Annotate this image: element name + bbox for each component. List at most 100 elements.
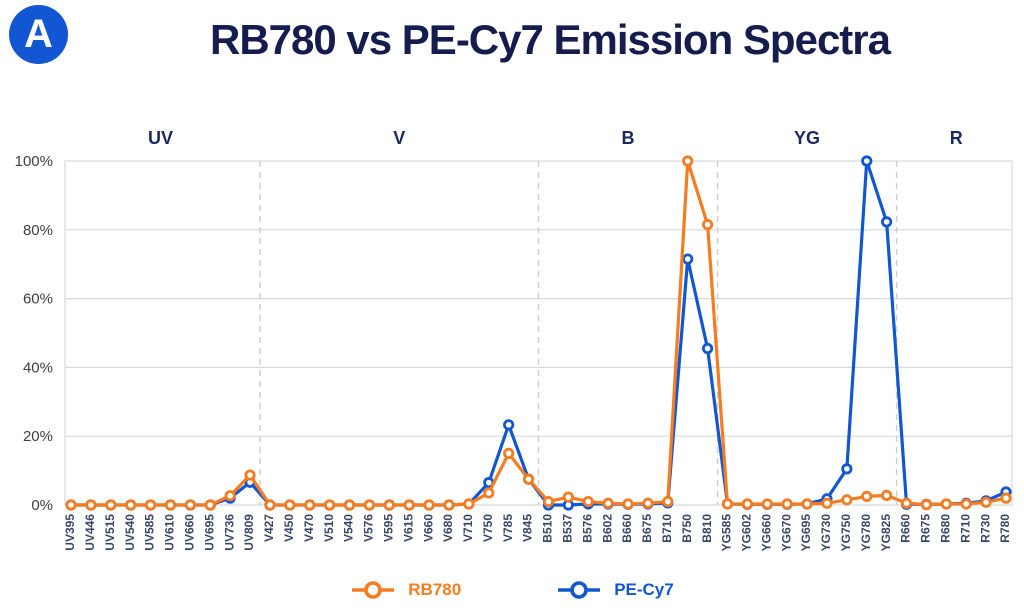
x-tick-label: YG750: [839, 514, 853, 552]
x-tick-label: R730: [978, 514, 992, 543]
x-tick-label: UV610: [163, 514, 177, 551]
data-point-rb780-V660: [423, 499, 435, 511]
group-label-r: R: [950, 128, 963, 148]
data-point-rb780-YG730: [821, 497, 833, 509]
x-tick-label: UV395: [63, 514, 77, 551]
data-point-rb780-R675: [920, 499, 933, 511]
figure-panel-label: A: [9, 5, 68, 64]
data-point-rb780-R660: [900, 497, 913, 509]
x-tick-label: V470: [302, 514, 316, 542]
data-point-rb780-YG585: [721, 498, 734, 510]
chart-plot-area: 0% 20% 40% 60% 80% 100% UV V B YG R UV395 UV446 UV515…: [15, 128, 1013, 552]
data-point-rb780-B675: [642, 497, 654, 509]
chart-legend: RB780 PE-Cy7: [0, 570, 1024, 610]
x-tick-label: B750: [680, 514, 694, 543]
data-point-rb780-V510: [324, 499, 336, 511]
x-tick-label: YG730: [819, 514, 833, 552]
data-point-rb780-V785: [503, 447, 515, 459]
data-point-rb780-B750: [682, 155, 694, 167]
data-point-rb780-UV540: [125, 499, 137, 511]
data-point-rb780-V427: [264, 499, 276, 511]
x-tick-label: V427: [262, 514, 276, 542]
legend-label-pecy7: PE-Cy7: [614, 580, 674, 599]
data-point-rb780-YG695: [801, 498, 813, 510]
data-point-rb780-UV610: [164, 499, 177, 511]
x-tick-label: R675: [919, 514, 933, 543]
legend-item-pecy7[interactable]: PE-Cy7: [556, 580, 674, 600]
data-point-rb780-R780: [1000, 492, 1012, 504]
data-point-rb780-UV809: [244, 469, 256, 481]
legend-item-rb780[interactable]: RB780: [350, 580, 461, 600]
x-tick-label: UV809: [242, 514, 256, 551]
data-point-pecy7-YG825: [881, 216, 893, 228]
group-label-b: B: [622, 128, 635, 148]
data-point-rb780-B510: [542, 495, 555, 508]
data-point-rb780-YG602: [741, 498, 753, 510]
data-point-rb780-B537: [562, 491, 574, 503]
x-tick-label: YG602: [740, 514, 754, 552]
data-point-rb780-V615: [403, 499, 415, 511]
y-tick-label: 80%: [23, 222, 53, 239]
data-point-rb780-V710: [463, 498, 475, 510]
x-tick-label: R710: [958, 514, 972, 543]
x-tick-label: UV585: [143, 514, 157, 551]
y-tick-label: 20%: [23, 428, 53, 445]
x-tick-label: V750: [481, 514, 495, 542]
data-point-rb780-V750: [483, 487, 495, 499]
data-point-rb780-R730: [980, 496, 992, 508]
x-tick-label: UV540: [123, 514, 137, 551]
data-point-rb780-UV695: [204, 499, 216, 511]
x-tick-label: B602: [600, 514, 614, 543]
data-point-rb780-YG660: [761, 498, 773, 510]
x-tick-label: V540: [342, 514, 356, 542]
data-point-pecy7-YG750: [841, 463, 853, 475]
data-point-rb780-B710: [662, 495, 674, 508]
x-tick-label: B537: [561, 514, 575, 543]
group-label-v: V: [393, 128, 405, 148]
data-point-rb780-V576: [363, 499, 376, 511]
x-tick-label: V595: [381, 514, 395, 542]
x-tick-label: YG660: [759, 514, 773, 552]
data-point-rb780-YG825: [881, 489, 893, 501]
x-tick-label: R660: [899, 514, 913, 543]
rb780-marker-icon: [352, 581, 395, 599]
data-point-pecy7-V785: [503, 419, 515, 431]
data-point-rb780-V680: [443, 499, 455, 511]
x-tick-label: B510: [541, 514, 555, 543]
data-point-rb780-YG750: [841, 494, 853, 506]
x-tick-label: UV446: [83, 514, 97, 551]
x-tick-label: V845: [521, 514, 535, 542]
data-point-rb780-B660: [622, 498, 634, 510]
data-point-rb780-UV446: [85, 499, 97, 511]
x-tick-label: V510: [322, 514, 336, 542]
x-tick-label: B576: [580, 514, 594, 543]
y-tick-label: 100%: [15, 153, 53, 170]
data-point-rb780-V845: [522, 473, 535, 485]
data-point-rb780-B810: [701, 219, 714, 231]
group-label-uv: UV: [148, 128, 173, 148]
x-tick-label: V450: [282, 514, 296, 542]
data-point-rb780-V540: [343, 499, 356, 511]
data-point-pecy7-YG780: [861, 155, 873, 167]
y-tick-label: 60%: [23, 291, 53, 308]
x-tick-label: B810: [700, 514, 714, 543]
x-tick-label: UV515: [103, 514, 117, 551]
data-point-rb780-R680: [940, 498, 952, 510]
data-point-rb780-B576: [582, 495, 594, 508]
x-tick-label: V710: [461, 514, 475, 542]
x-tick-label: V785: [501, 514, 515, 542]
data-point-rb780-B602: [602, 497, 614, 509]
series-line-rb780: [71, 159, 1007, 507]
group-label-yg: YG: [794, 128, 820, 148]
x-tick-label: YG780: [859, 514, 873, 552]
x-tick-label: YG670: [779, 514, 793, 552]
y-tick-label: 0%: [31, 497, 53, 514]
x-tick-label: YG695: [799, 514, 813, 552]
legend-label-rb780: RB780: [408, 580, 462, 599]
x-tick-label: V615: [401, 514, 415, 542]
data-point-rb780-YG670: [781, 498, 793, 510]
x-tick-label: UV695: [202, 514, 216, 551]
data-point-rb780-UV515: [105, 499, 117, 511]
emission-spectra-chart: 0% 20% 40% 60% 80% 100% UV V B YG R UV395 UV446 UV515…: [0, 98, 1024, 570]
data-point-rb780-V470: [304, 499, 316, 511]
